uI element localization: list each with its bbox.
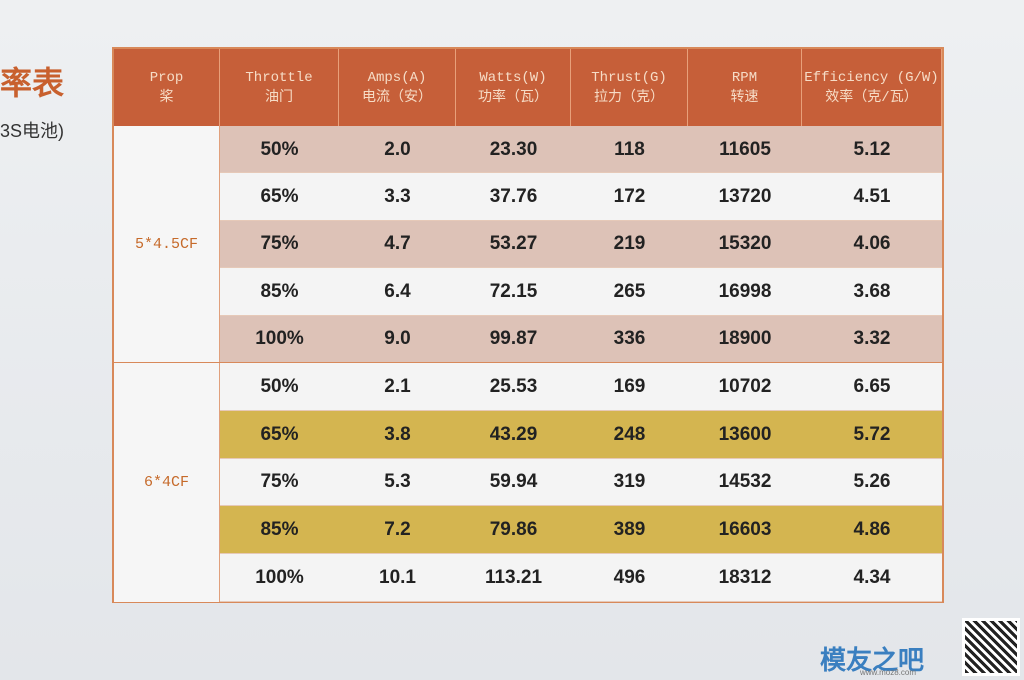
header-zh: 拉力（克） bbox=[594, 89, 664, 106]
prop-cell: 5*4.5CF bbox=[114, 126, 220, 363]
header-cell: Amps(A) 电流（安） bbox=[339, 49, 456, 126]
table-cell: 3.3 bbox=[384, 186, 411, 208]
table-cell: 5.3 bbox=[384, 471, 411, 493]
table-cell: 59.94 bbox=[489, 471, 538, 493]
header-en: Amps(A) bbox=[367, 69, 427, 86]
table-cell: 50% bbox=[260, 138, 299, 160]
table-cell: 496 bbox=[613, 567, 646, 589]
header-en: Watts(W) bbox=[479, 69, 547, 86]
table-cell: 65% bbox=[260, 186, 299, 208]
table-cell: 85% bbox=[260, 519, 299, 541]
table-cell: 3.68 bbox=[853, 280, 891, 302]
header-en: Throttle bbox=[245, 69, 313, 86]
table-cell: 75% bbox=[260, 471, 299, 493]
prop-cell: 6*4CF bbox=[114, 363, 220, 602]
table-cell: 100% bbox=[255, 328, 304, 350]
table-cell: 79.86 bbox=[489, 519, 538, 541]
qr-code bbox=[962, 618, 1020, 676]
header-cell: Thrust(G) 拉力（克） bbox=[571, 49, 688, 126]
table-cell: 10702 bbox=[718, 375, 772, 397]
header-en: Efficiency (G/W) bbox=[804, 69, 939, 86]
header-zh: 转速 bbox=[730, 89, 759, 106]
table-cell: 118 bbox=[614, 138, 645, 160]
table-row bbox=[220, 268, 942, 316]
header-zh: 油门 bbox=[265, 89, 293, 106]
header-zh: 功率（瓦） bbox=[478, 89, 548, 106]
table-cell: 11605 bbox=[719, 138, 771, 160]
table-cell: 15320 bbox=[718, 233, 772, 255]
table-cell: 25.53 bbox=[489, 375, 538, 397]
table-cell: 3.8 bbox=[384, 423, 411, 445]
side-subtitle: 3S电池) bbox=[0, 121, 65, 141]
table-cell: 172 bbox=[613, 186, 646, 208]
side-title: 率表 bbox=[0, 65, 65, 101]
table-cell: 6.4 bbox=[384, 280, 411, 302]
table-cell: 5.72 bbox=[853, 423, 891, 445]
table-cell: 248 bbox=[613, 423, 646, 445]
table-cell: 4.51 bbox=[853, 186, 891, 208]
table: Prop 桨 Throttle 油门 Amps(A) 电流（安） Watts(W) 功率（瓦）… bbox=[112, 47, 944, 603]
table-row bbox=[220, 173, 942, 221]
table-cell: 16998 bbox=[718, 280, 772, 302]
table-cell: 18900 bbox=[718, 328, 772, 350]
table-row bbox=[220, 410, 942, 459]
header-en: RPM bbox=[731, 69, 758, 86]
header-zh: 桨 bbox=[159, 89, 174, 106]
table-cell: 4.7 bbox=[384, 233, 411, 255]
table-cell: 6.65 bbox=[853, 375, 891, 397]
table-cell: 72.15 bbox=[489, 280, 538, 302]
table-cell: 75% bbox=[260, 233, 299, 255]
table-cell: 336 bbox=[613, 328, 646, 350]
table-cell: 5.12 bbox=[853, 138, 891, 160]
table-cell: 4.34 bbox=[853, 567, 891, 589]
table-cell: 53.27 bbox=[489, 233, 538, 255]
watermark-site: www.moz8.com bbox=[860, 668, 917, 677]
table-row bbox=[220, 220, 942, 269]
table-cell: 100% bbox=[255, 567, 304, 589]
header-cell: RPM 转速 bbox=[688, 49, 802, 126]
table-cell: 23.30 bbox=[489, 138, 538, 160]
table-cell: 10.1 bbox=[379, 567, 416, 589]
table-cell: 169 bbox=[613, 375, 646, 397]
header-cell: Watts(W) 功率（瓦） bbox=[456, 49, 571, 126]
table-cell: 5.26 bbox=[853, 471, 891, 493]
header-cell: Throttle 油门 bbox=[220, 49, 339, 126]
table-cell: 265 bbox=[613, 280, 646, 302]
table-cell: 50% bbox=[260, 375, 299, 397]
watermark-brand: 模友之吧 bbox=[820, 645, 925, 675]
table-cell: 16603 bbox=[718, 519, 772, 541]
table-cell: 389 bbox=[613, 519, 646, 541]
table-cell: 37.76 bbox=[489, 186, 538, 208]
table-cell: 99.87 bbox=[489, 328, 538, 350]
header-cell: Efficiency (G/W) 效率（克/瓦） bbox=[802, 49, 942, 126]
table-cell: 9.0 bbox=[384, 328, 411, 350]
table-cell: 7.2 bbox=[384, 519, 411, 541]
table-cell: 319 bbox=[613, 471, 646, 493]
table-cell: 14532 bbox=[718, 471, 772, 493]
header-zh: 电流（安） bbox=[362, 89, 432, 106]
table-cell: 219 bbox=[613, 233, 646, 255]
table-cell: 2.1 bbox=[384, 375, 411, 397]
table-cell: 85% bbox=[260, 280, 299, 302]
table-cell: 43.29 bbox=[489, 423, 538, 445]
table-cell: 65% bbox=[260, 423, 299, 445]
header-zh: 效率（克/瓦） bbox=[825, 89, 918, 106]
table-row bbox=[220, 363, 942, 411]
table-row bbox=[220, 554, 942, 602]
table-cell: 13600 bbox=[718, 423, 772, 445]
table-cell: 18312 bbox=[718, 567, 772, 589]
table-cell: 2.0 bbox=[384, 138, 411, 160]
table-cell: 4.06 bbox=[853, 233, 891, 255]
header-en: Prop bbox=[149, 69, 184, 86]
table-row bbox=[220, 506, 942, 555]
header-en: Thrust(G) bbox=[591, 69, 667, 86]
table-cell: 3.32 bbox=[853, 328, 891, 350]
table-cell: 4.86 bbox=[853, 519, 891, 541]
header-cell: Prop 桨 bbox=[114, 49, 220, 126]
table-row bbox=[220, 126, 942, 174]
table-row bbox=[220, 458, 942, 507]
table-cell: 13720 bbox=[718, 186, 772, 208]
table-cell: 113.21 bbox=[484, 567, 543, 589]
